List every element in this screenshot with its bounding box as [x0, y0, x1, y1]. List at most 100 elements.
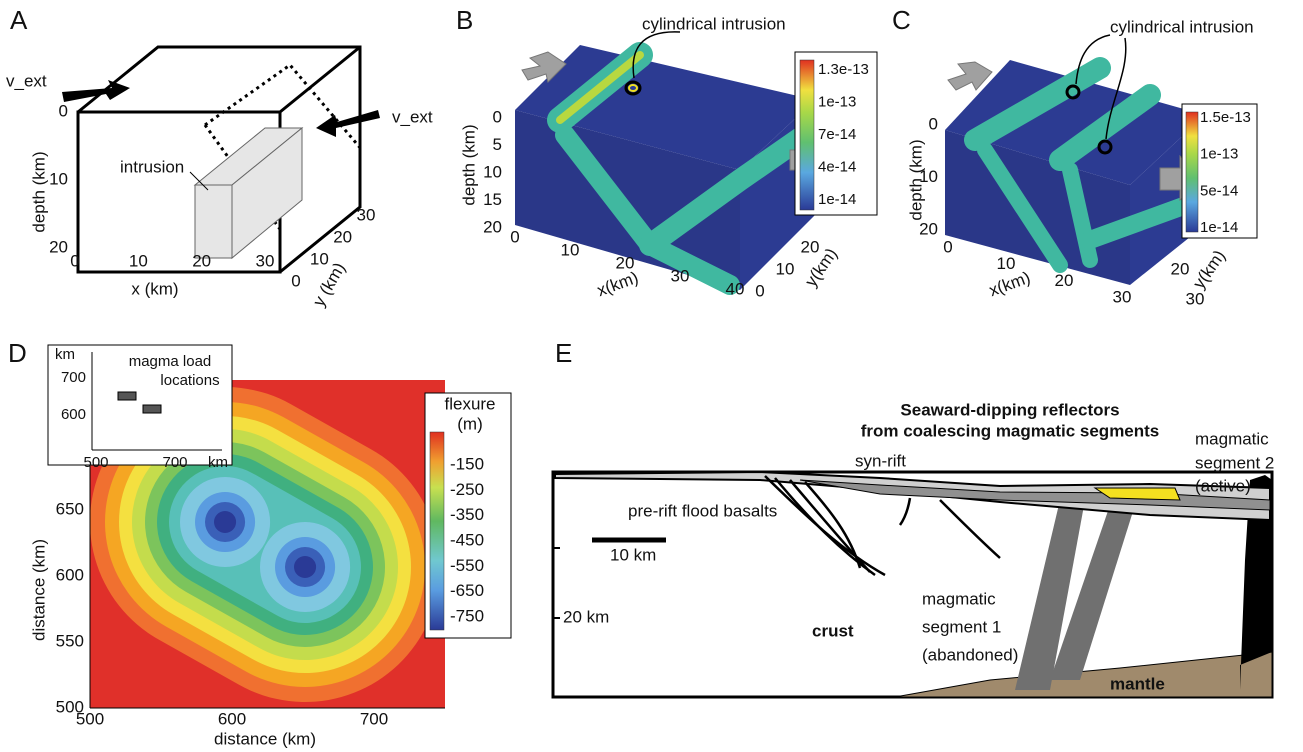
label: magmatic [1195, 429, 1269, 448]
tick-label: -450 [450, 530, 484, 549]
fault [804, 481, 862, 569]
tick-label: 0 [755, 281, 764, 300]
contour [214, 511, 317, 578]
tick-label: 20 [801, 237, 820, 256]
panel-letter: B [456, 5, 473, 35]
panel-c: C cylindrical intrusion depth (km) x(km)… [892, 5, 1258, 300]
tick-label: -150 [450, 454, 484, 473]
panel-d: D km magma load locations km flexure (m)… [8, 338, 512, 748]
tick-label: 10 [997, 254, 1016, 273]
leader [189, 171, 209, 191]
panel-a: A v_ext v_ext intrusion depth (km) x (km… [6, 5, 433, 310]
tick-label: 20 [919, 219, 938, 238]
label: v_ext [6, 71, 47, 90]
tick-label: 0 [59, 101, 68, 120]
colorbar [799, 59, 815, 211]
tick-label: 1.5e-13 [1200, 109, 1251, 126]
contours [90, 387, 440, 702]
intrusion-marker [628, 84, 638, 92]
colorbar-title: (m) [457, 414, 482, 433]
tick-label: -650 [450, 581, 484, 600]
axis-label: depth (km) [906, 139, 925, 220]
intrusion-face [194, 184, 233, 259]
tick-label: -550 [450, 556, 484, 575]
panel-letter: A [10, 5, 28, 35]
band [964, 57, 1111, 151]
panel-letter: C [892, 5, 911, 35]
fault [789, 479, 871, 573]
box-edge [279, 45, 361, 114]
tick-label: 500 [56, 697, 84, 716]
arrow [316, 110, 380, 137]
depth-label: 20 km [563, 607, 609, 626]
axis-label: depth (km) [459, 124, 478, 205]
axis-label: x(km) [594, 268, 640, 300]
dike [1050, 505, 1135, 680]
tick-label: 10 [310, 249, 329, 268]
sdr-layer [799, 479, 1271, 511]
axis-label: x (km) [131, 279, 178, 298]
tick-label: 700 [61, 369, 86, 386]
tick-label: 600 [56, 565, 84, 584]
tick-label: 500 [83, 454, 108, 471]
tick-label: 1e-13 [1200, 146, 1238, 163]
label: segment 2 [1195, 453, 1274, 472]
inset-unit: km [208, 454, 228, 471]
axis-label: distance (km) [214, 729, 316, 748]
mantle [894, 651, 1273, 698]
tick-label: 40 [726, 279, 745, 298]
load-location [142, 404, 162, 414]
tick-label: 30 [1186, 289, 1205, 308]
tick-label: 30 [357, 205, 376, 224]
label: intrusion [120, 157, 184, 176]
scale-label: 10 km [610, 545, 656, 564]
tick-label: 0 [510, 227, 519, 246]
tick-label: 4e-14 [818, 158, 856, 175]
label: v_ext [392, 107, 433, 126]
tick-label: 20 [192, 251, 211, 270]
tick-label: 600 [61, 406, 86, 423]
intrusion-marker [1065, 84, 1081, 100]
arrow [62, 80, 130, 102]
tick-label: -750 [450, 606, 484, 625]
tick-label: 0 [70, 251, 79, 270]
label: (abandoned) [922, 645, 1018, 664]
dike [1015, 500, 1085, 690]
inset-title: locations [160, 372, 219, 389]
panel-letter: D [8, 338, 27, 368]
label: crust [812, 621, 854, 640]
block-top [515, 45, 815, 170]
tick-label: 0 [943, 237, 952, 256]
tick-label: 20 [1055, 271, 1074, 290]
band [639, 119, 823, 256]
tick-label: 30 [671, 266, 690, 285]
inset-title: magma load [129, 353, 212, 370]
label: mantle [1110, 674, 1165, 693]
tick-label: 1e-13 [818, 93, 856, 110]
leader [1075, 34, 1127, 140]
colorbar [1185, 111, 1199, 233]
tick-label: 600 [218, 709, 246, 728]
strain-bands [547, 42, 823, 295]
tick-label: 10 [483, 162, 502, 181]
band [1049, 84, 1161, 171]
leader [632, 31, 681, 79]
box [76, 45, 362, 274]
tick-label: -350 [450, 505, 484, 524]
tick-label: 20 [1171, 259, 1190, 278]
axis-label: depth (km) [29, 151, 48, 232]
tick-label: 10 [919, 167, 938, 186]
tick-label: 700 [162, 454, 187, 471]
colorbar-title: flexure [444, 394, 495, 413]
label: (active) [1195, 476, 1251, 495]
band [977, 142, 1068, 273]
annotation: cylindrical intrusion [1110, 17, 1254, 36]
panel-b: B cylindrical intrusion depth (km) x(km)… [456, 5, 878, 300]
tick-label: 7e-14 [818, 126, 856, 143]
band [556, 51, 644, 124]
tick-label: 550 [56, 631, 84, 650]
inset-unit: km [55, 346, 75, 363]
label: syn-rift [855, 451, 906, 470]
